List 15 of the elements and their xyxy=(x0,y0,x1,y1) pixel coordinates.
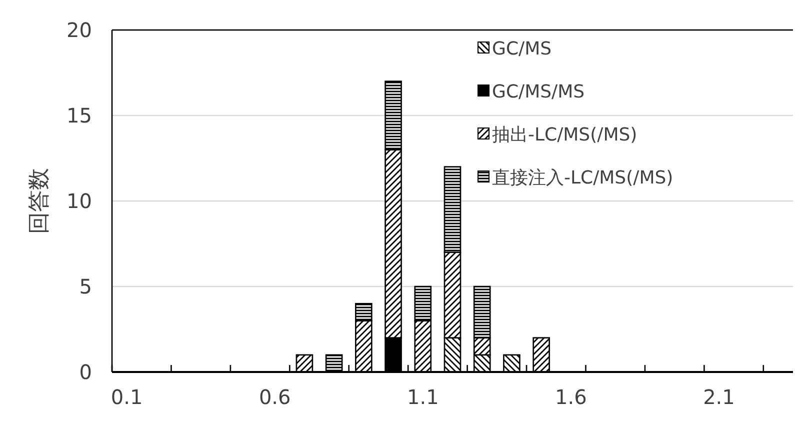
y-tick-label: 10 xyxy=(66,189,92,213)
y-tick-label: 5 xyxy=(79,274,92,298)
x-tick-label: 1.6 xyxy=(555,385,587,409)
legend-label: 直接注入-LC/MS(/MS) xyxy=(492,167,674,188)
y-tick-label: 20 xyxy=(66,18,92,42)
y-axis-title: 回答数 xyxy=(27,168,52,234)
legend-label: GC/MS xyxy=(492,38,552,60)
y-tick-label: 0 xyxy=(79,360,92,384)
legend-label: GC/MS/MS xyxy=(492,81,585,102)
x-tick-label: 0.6 xyxy=(258,385,291,409)
legend-label: 抽出-LC/MS(/MS) xyxy=(492,124,638,146)
x-tick-label: 1.1 xyxy=(406,385,439,409)
y-tick-label: 15 xyxy=(66,104,92,128)
x-tick-label: 2.1 xyxy=(703,385,735,409)
x-tick-label: 0.1 xyxy=(110,385,143,409)
